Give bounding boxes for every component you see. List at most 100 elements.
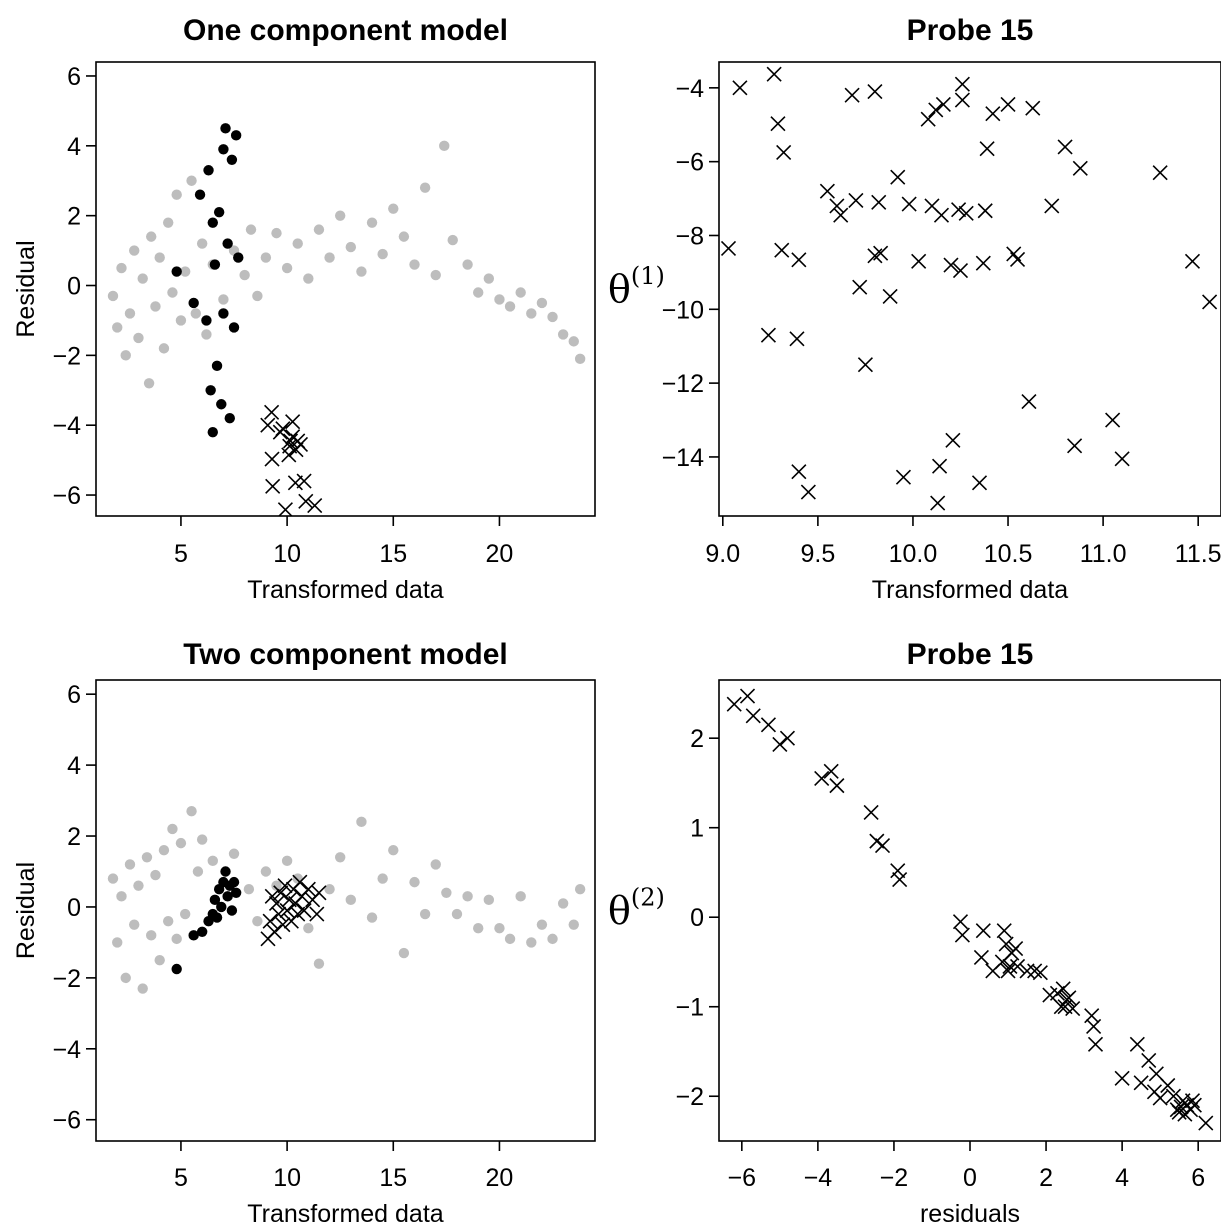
cross-point [890,169,906,185]
black-point [228,322,240,333]
black-point [224,413,235,424]
black-point [188,297,199,309]
cross-point [720,240,737,256]
gray-point [112,937,123,948]
panel-4: Probe 15 −6 −4 −2 0 2 4 6 −2 −1 0 1 2 residuals θ(2) [608,638,1221,1228]
cross-point [776,144,792,160]
chart-title: Probe 15 [907,14,1034,47]
gray-point [150,301,161,312]
cross-point [996,923,1012,939]
cross-point [892,872,908,888]
x-axis-label: Transformed data [247,1200,443,1228]
cross-point [1087,1036,1104,1052]
x-tick-label: 20 [486,1164,514,1192]
cross-point [800,484,816,500]
black-point [216,901,227,913]
cross-point [1025,100,1041,116]
gray-point [504,933,516,945]
cross-point [882,288,898,304]
x-axis-label: Transformed data [247,576,443,604]
x-tick-label: 15 [379,1164,407,1192]
gray-point [557,898,569,909]
y-tick-label: 1 [690,815,704,843]
cross-point [283,776,297,790]
cross-point [770,116,786,132]
cross-point [264,888,280,904]
cross-point [867,248,883,264]
gray-point [303,273,314,284]
cross-point [1086,1018,1102,1034]
gray-point [124,859,136,870]
black-point [211,912,223,923]
cross-point [1165,1088,1182,1104]
black-point [201,315,212,326]
gray-point [313,224,325,235]
cross-point [760,327,777,343]
black-point [188,930,199,941]
cross-point [920,111,936,127]
x-tick-label: 10.0 [889,540,938,568]
cross-point [303,769,317,783]
gray-point [260,866,272,877]
cross-point [890,863,906,879]
gray-point [201,329,212,340]
gray-point [124,308,136,319]
black-point [196,926,208,937]
gray-point [494,294,505,305]
gray-point [334,852,346,863]
cross-point [275,917,291,933]
gray-point [137,273,148,284]
cross-point [285,414,301,430]
gray-point [504,301,516,312]
plot-frame [95,61,596,517]
gray-point [112,322,123,333]
x-tick-label: 5 [174,1164,188,1192]
cross-point [873,245,889,261]
cross-point [271,906,287,922]
black-point [220,123,231,134]
black-point [209,259,221,270]
cross-point [975,923,991,939]
y-tick-label: −4 [52,1036,81,1064]
gray-point [324,252,335,263]
cross-point [285,752,299,766]
cross-point [264,451,280,467]
cross-point [292,874,308,890]
cross-point [1067,438,1083,454]
gray-point [243,884,255,895]
cross-point [874,838,891,854]
x-tick-label: −6 [728,1164,757,1192]
cross-point [1027,963,1043,979]
cross-point [833,207,849,223]
cross-point [726,696,742,712]
black-point [203,165,214,176]
gray-point [366,912,378,923]
cross-point [268,895,285,911]
cross-point [1002,958,1018,975]
cross-point [1173,1099,1189,1115]
cross-point [1133,1075,1149,1091]
gray-point [345,894,357,906]
cross-point [852,279,868,295]
gray-point [324,884,335,895]
x-tick-label: 11.5 [1175,540,1221,568]
cross-point [260,417,276,433]
gray-point [143,378,155,389]
cross-point [766,66,782,82]
cross-point [933,207,950,223]
cross-point [857,357,873,373]
gray-point [462,259,473,270]
gray-point [451,908,463,920]
x-axis-label: residuals [920,1200,1020,1228]
cross-point [265,478,281,494]
gray-point [186,806,197,817]
cross-point [293,715,307,729]
cross-point [911,253,927,269]
cross-point [958,205,974,221]
x-tick-label: 11.0 [1080,540,1127,568]
points [107,806,586,994]
cross-point [1008,940,1024,957]
y-tick-label: 2 [67,203,81,231]
black-point [207,426,218,438]
cross-point [1114,1070,1130,1086]
